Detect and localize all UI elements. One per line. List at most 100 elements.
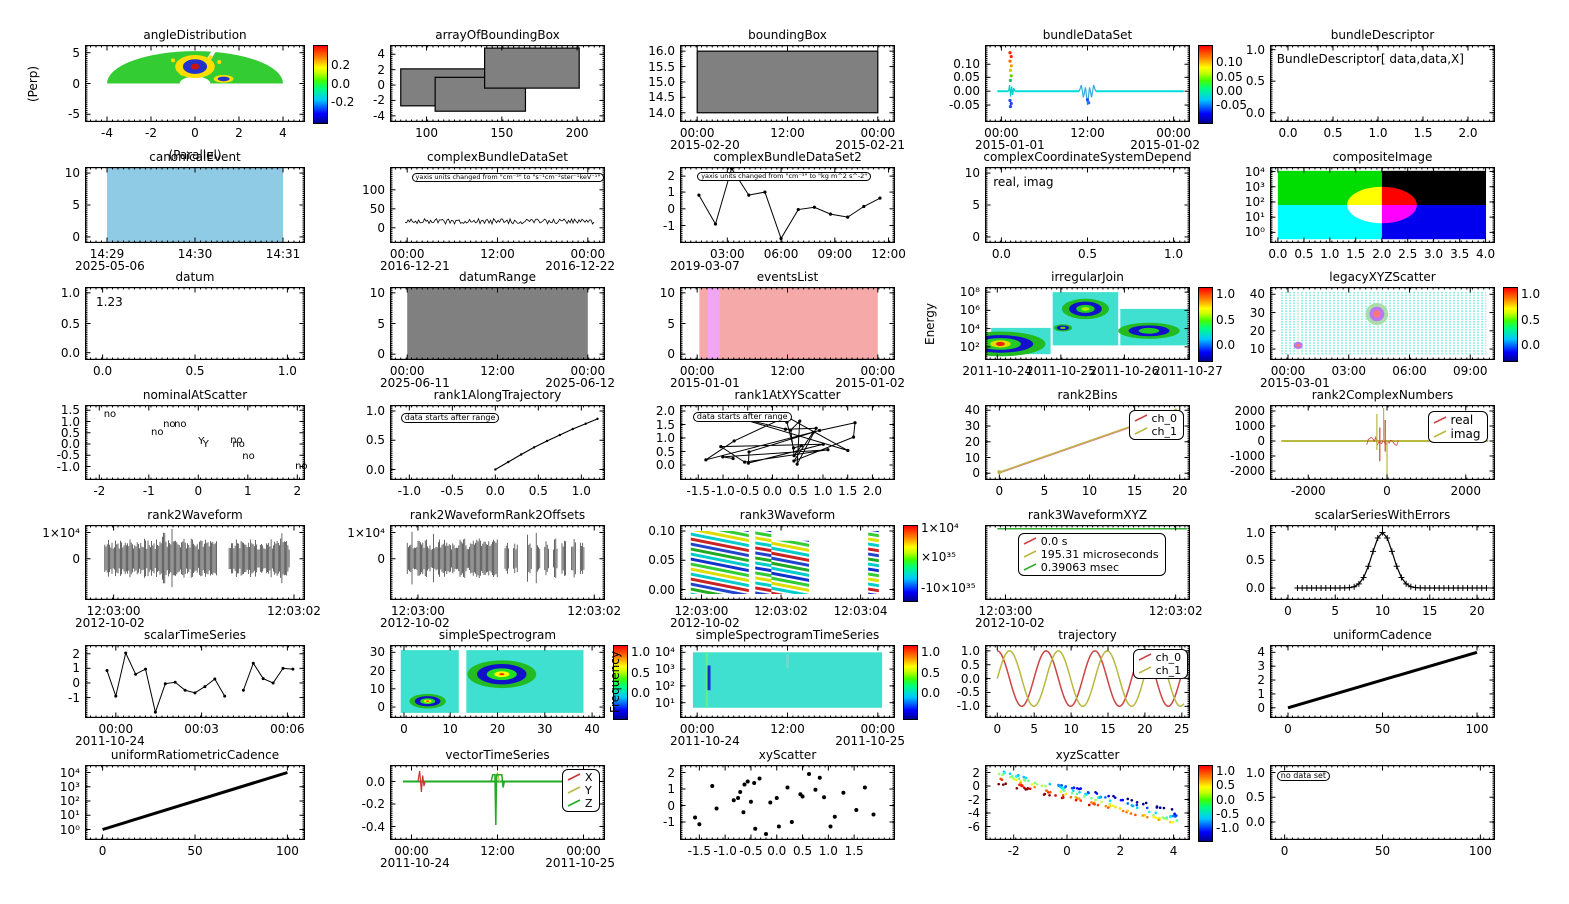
x-axis-date-left: 2011-10-24 bbox=[380, 856, 450, 870]
plot-text: BundleDescriptor[ data,data,X] bbox=[1276, 51, 1464, 66]
x-tick-label: 0.0 bbox=[767, 844, 787, 858]
x-tick-label: 50 bbox=[1374, 722, 1391, 736]
y-tick-label: 10⁴ bbox=[59, 765, 80, 780]
y-tick-label: 30 bbox=[369, 645, 385, 660]
y-tick-label: 0.5 bbox=[365, 433, 385, 448]
y-tick-label: 10⁴ bbox=[1244, 164, 1265, 179]
y-tick-label: 0.0 bbox=[655, 458, 675, 472]
x-axis-date-left: 2012-10-02 bbox=[975, 616, 1045, 630]
y-tick-label: 15.0 bbox=[648, 74, 675, 89]
plot-area-scalarTimeSeries bbox=[85, 645, 306, 719]
legend-box: 0.0 s 195.31 microseconds 0.39063 msec bbox=[1017, 532, 1166, 576]
panel-complexBundleDataSet2: complexBundleDataSet2 2 1 0 -1 03:00 06:00 09:0… bbox=[663, 150, 906, 273]
x-tick-label: 00:00 bbox=[679, 126, 715, 140]
legend-entry: 0.0 s bbox=[1023, 535, 1159, 548]
colorbar bbox=[1503, 287, 1518, 362]
x-tick-label: 1.5 bbox=[838, 484, 858, 498]
x-tick-label: 0 bbox=[1280, 844, 1289, 858]
y-tick-label: 10⁰ bbox=[59, 822, 80, 837]
legend-label: X bbox=[585, 770, 593, 784]
x-tick-label: 00:00 bbox=[1156, 126, 1191, 140]
colorbar-label: 0.0 bbox=[1216, 338, 1236, 353]
x-tick-label: 12:03:00 bbox=[674, 604, 729, 618]
legend-entry: Z bbox=[567, 797, 593, 810]
y-tick-label: 14.0 bbox=[648, 105, 675, 120]
x-tick-label: 12:00 bbox=[480, 247, 515, 261]
x-tick-label: 0.5 bbox=[1323, 126, 1343, 140]
x-tick-label: -2 bbox=[145, 126, 157, 140]
colorbar-label: 1.0 bbox=[1216, 287, 1236, 302]
y-tick-label: 2 bbox=[1257, 673, 1265, 688]
y-tick-label: 0.10 bbox=[953, 57, 980, 72]
annotation-box: no data set bbox=[1276, 771, 1331, 782]
legend-label: Y bbox=[585, 783, 592, 797]
x-tick-label: 14:29 bbox=[89, 247, 125, 261]
plot-area-nominalAtScatter bbox=[85, 405, 306, 481]
plot-area-angleDistribution bbox=[85, 45, 306, 123]
x-tick-label: 12:00 bbox=[1070, 126, 1105, 140]
panel-scalarSeriesWithErrors: scalarSeriesWithErrors 1.0 0.5 0.0 0 5 10 15 20 bbox=[1246, 508, 1496, 618]
colorbar bbox=[903, 525, 918, 602]
legend-line-icon bbox=[1134, 427, 1147, 435]
y-tick-label: 10 bbox=[369, 285, 385, 300]
x-tick-label: 2.0 bbox=[1458, 126, 1478, 140]
colorbar bbox=[1198, 765, 1213, 842]
y-tick-label: 10⁸ bbox=[959, 285, 980, 300]
legend-label: 0.39063 msec bbox=[1040, 560, 1120, 574]
panel-title: bundleDescriptor bbox=[1330, 28, 1435, 42]
y-tick-label: 1×10⁴ bbox=[347, 525, 385, 540]
legend-line-icon bbox=[1023, 537, 1037, 545]
colorbar bbox=[1198, 45, 1213, 124]
plot-text: Y bbox=[202, 439, 209, 451]
y-tick-label: 10² bbox=[59, 794, 80, 808]
y-tick-label: 1.0 bbox=[365, 404, 385, 418]
x-tick-label: -0.5 bbox=[739, 844, 763, 858]
panel-title: rank2ComplexNumbers bbox=[1311, 388, 1454, 402]
x-tick-label: 2 bbox=[1116, 844, 1125, 858]
x-tick-label: -2000 bbox=[1290, 484, 1326, 498]
x-tick-label: 1 bbox=[243, 484, 252, 498]
x-axis-date-left: 2015-02-20 bbox=[670, 138, 740, 152]
y-tick-label: 0 bbox=[377, 347, 385, 362]
x-tick-label: 20 bbox=[489, 722, 506, 736]
x-tick-label: 5 bbox=[1040, 484, 1049, 498]
y-tick-label: 0 bbox=[972, 779, 980, 793]
x-axis-date-left: 2011-10-24 bbox=[670, 734, 740, 748]
y-tick-label: 10¹ bbox=[1244, 210, 1265, 225]
colorbar-label: 1.0 bbox=[921, 645, 941, 660]
x-tick-label: 0 bbox=[191, 126, 199, 140]
panel-title: arrayOfBoundingBox bbox=[435, 28, 560, 42]
y-axis-label: Frequency bbox=[608, 650, 622, 713]
y-tick-label: 0.0 bbox=[365, 462, 385, 477]
x-tick-label: 0 bbox=[1284, 722, 1292, 736]
y-tick-label: 0.0 bbox=[1245, 105, 1265, 120]
y-tick-label: 2.0 bbox=[655, 404, 675, 418]
panel-bundleDataSet: bundleDataSet 0.10 0.05 0.00 -0.05 00:00 12:00… bbox=[949, 28, 1247, 152]
y-tick-label: 0 bbox=[972, 229, 980, 244]
y-tick-label: 10² bbox=[959, 339, 980, 354]
legend-label: real bbox=[1450, 413, 1474, 427]
colorbar-label: 0.5 bbox=[1216, 312, 1236, 327]
legend-label: 0.0 s bbox=[1040, 534, 1068, 548]
panel-rank2WaveformRank2Offsets: rank2WaveformRank2Offsets 1×10⁴ 0 12:03:00 1… bbox=[347, 508, 621, 630]
panel-scalarTimeSeries: scalarTimeSeries 2 1 0 -1 00:00 00:03 00:06 2011… bbox=[68, 628, 306, 748]
x-tick-label: 10 bbox=[1081, 484, 1098, 498]
x-tick-label: 12:03:02 bbox=[754, 604, 808, 618]
y-tick-label: 40 bbox=[1249, 287, 1265, 302]
x-tick-label: 2.0 bbox=[862, 484, 882, 498]
y-tick-label: 4 bbox=[1257, 645, 1265, 660]
legend-label: imag bbox=[1450, 427, 1481, 441]
x-axis-date-left: 2025-05-06 bbox=[75, 259, 145, 273]
panel-title: xyzScatter bbox=[1055, 748, 1120, 762]
x-tick-label: 2011-10-27 bbox=[1153, 364, 1223, 378]
x-tick-label: 3.5 bbox=[1450, 247, 1470, 261]
colorbar-label: 0.10 bbox=[1216, 54, 1243, 69]
legend-entry: ch_1 bbox=[1134, 425, 1177, 438]
x-tick-label: 00:00 bbox=[394, 844, 429, 858]
x-tick-label: 100 bbox=[275, 844, 299, 858]
legend-label: 195.31 microseconds bbox=[1040, 547, 1159, 561]
x-tick-label: 4 bbox=[1169, 844, 1178, 858]
x-tick-label: 00:00 bbox=[1270, 364, 1306, 378]
panel-vectorTimeSeries: vectorTimeSeries 0.0 -0.2 -0.4 00:00 12:00 00:… bbox=[362, 748, 615, 870]
x-tick-label: 0.5 bbox=[788, 484, 808, 498]
